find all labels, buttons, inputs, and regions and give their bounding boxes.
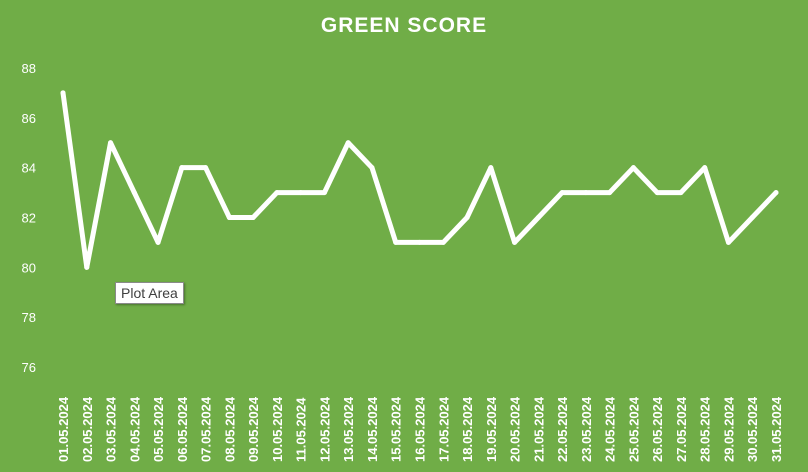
data-point xyxy=(749,215,755,220)
data-point xyxy=(678,190,684,196)
data-point xyxy=(369,165,375,171)
data-point xyxy=(155,239,161,245)
data-point xyxy=(250,215,256,220)
data-point xyxy=(440,239,446,245)
x-tick-label: 21.05.2024 xyxy=(531,396,546,462)
x-tick-label: 11.05.2024 xyxy=(294,397,309,462)
chart-title: GREEN SCORE xyxy=(320,14,488,37)
x-tick-label: 13.05.2024 xyxy=(341,396,356,462)
x-tick-label: 03.05.2024 xyxy=(104,396,119,462)
y-axis-ticks: 76 78 80 82 84 86 88 xyxy=(22,61,36,375)
data-point xyxy=(84,264,90,270)
x-tick-label: 25.05.2024 xyxy=(626,396,641,462)
y-tick-label: 76 xyxy=(22,360,36,375)
data-point xyxy=(512,239,518,245)
y-tick-label: 88 xyxy=(22,61,36,76)
data-point xyxy=(654,190,660,196)
x-tick-label: 12.05.2024 xyxy=(317,396,332,462)
data-point xyxy=(773,190,779,196)
y-tick-label: 80 xyxy=(22,260,36,275)
x-tick-label: 07.05.2024 xyxy=(199,396,214,462)
x-tick-label: 18.05.2024 xyxy=(460,396,475,462)
x-tick-label: 05.05.2024 xyxy=(151,396,166,462)
data-point xyxy=(321,190,327,196)
x-tick-label: 22.05.2024 xyxy=(555,396,570,462)
x-tick-label: 17.05.2024 xyxy=(436,396,451,462)
data-point xyxy=(60,90,66,96)
x-tick-label: 26.05.2024 xyxy=(650,396,665,462)
y-tick-label: 84 xyxy=(22,161,36,176)
data-point xyxy=(559,190,565,196)
data-point xyxy=(464,215,470,220)
data-point xyxy=(702,165,708,171)
x-tick-label: 19.05.2024 xyxy=(484,396,499,462)
series-group xyxy=(60,90,779,270)
x-tick-label: 14.05.2024 xyxy=(365,396,380,462)
data-point xyxy=(108,140,114,146)
data-point xyxy=(131,190,137,196)
data-point xyxy=(226,215,232,220)
drop-lines xyxy=(62,92,777,367)
data-point xyxy=(535,215,541,220)
data-point xyxy=(583,190,589,196)
data-point xyxy=(725,239,731,245)
y-tick-label: 78 xyxy=(22,310,36,325)
x-axis-ticks: 01.05.2024 02.05.2024 03.05.2024 04.05.2024… xyxy=(56,396,784,462)
plot-area-tooltip: Plot Area xyxy=(115,282,184,304)
x-tick-label: 04.05.2024 xyxy=(127,396,142,462)
y-tick-label: 86 xyxy=(22,111,36,126)
x-tick-label: 02.05.2024 xyxy=(80,396,95,462)
data-point xyxy=(179,165,185,171)
data-point xyxy=(417,239,422,245)
x-tick-label: 20.05.2024 xyxy=(508,396,523,462)
data-point xyxy=(488,165,494,171)
x-tick-label: 09.05.2024 xyxy=(246,396,261,462)
data-point xyxy=(607,190,613,196)
x-tick-label: 24.05.2024 xyxy=(603,396,618,462)
data-point xyxy=(345,140,351,146)
data-point xyxy=(274,190,280,196)
y-tick-label: 82 xyxy=(22,211,36,226)
x-tick-label: 28.05.2024 xyxy=(698,396,713,462)
x-tick-label: 31.05.2024 xyxy=(769,396,784,462)
x-tick-label: 08.05.2024 xyxy=(222,396,237,462)
x-tick-label: 06.05.2024 xyxy=(175,396,190,462)
data-point xyxy=(298,190,304,196)
x-tick-label: 01.05.2024 xyxy=(56,396,71,462)
x-tick-label: 23.05.2024 xyxy=(579,396,594,462)
x-tick-label: 10.05.2024 xyxy=(270,396,285,462)
x-tick-label: 16.05.2024 xyxy=(413,396,428,462)
x-tick-label: 15.05.2024 xyxy=(389,396,404,462)
data-point xyxy=(203,165,209,171)
data-point xyxy=(630,165,636,171)
x-tick-label: 29.05.2024 xyxy=(721,396,736,462)
x-tick-label: 27.05.2024 xyxy=(674,396,689,462)
data-point xyxy=(393,239,399,245)
x-tick-label: 30.05.2024 xyxy=(745,396,760,462)
